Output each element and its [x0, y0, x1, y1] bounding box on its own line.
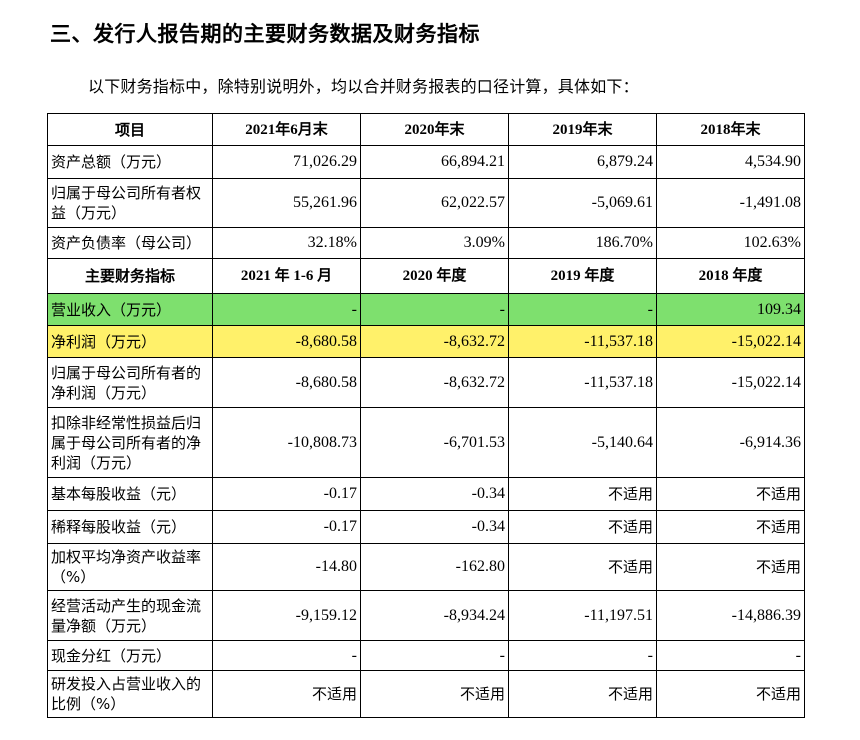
row-label: 归属于母公司所有者权益（万元）: [47, 178, 213, 228]
cell-value: -8,680.58: [212, 357, 361, 408]
table-row: 研发投入占营业收入的比例（%） 不适用 不适用 不适用 不适用: [47, 670, 805, 718]
cell-value: -: [508, 640, 657, 671]
financial-table: 项目 2021年6月末 2020年末 2019年末 2018年末 资产总额（万元…: [47, 113, 805, 718]
table-row: 资产负债率（母公司） 32.18% 3.09% 186.70% 102.63%: [47, 227, 805, 259]
cell-value: -11,537.18: [508, 357, 657, 408]
header-cell: 2019年末: [508, 113, 657, 146]
cell-value: -5,069.61: [508, 178, 657, 228]
cell-value: -15,022.14: [656, 357, 805, 408]
cell-value: 102.63%: [656, 227, 805, 259]
table-row: 现金分红（万元） - - - -: [47, 640, 805, 671]
table-row: 加权平均净资产收益率（%） -14.80 -162.80 不适用 不适用: [47, 543, 805, 591]
cell-value: 不适用: [508, 477, 657, 511]
table-row: 基本每股收益（元） -0.17 -0.34 不适用 不适用: [47, 477, 805, 511]
cell-value: 不适用: [508, 510, 657, 544]
cell-value: -5,140.64: [508, 407, 657, 478]
table-header-row: 项目 2021年6月末 2020年末 2019年末 2018年末: [47, 113, 805, 146]
cell-value: -: [360, 640, 509, 671]
header-cell: 项目: [47, 113, 213, 146]
cell-value: -: [212, 640, 361, 671]
header-cell: 2018年末: [656, 113, 805, 146]
cell-value: -: [360, 293, 509, 326]
header-cell: 2018 年度: [656, 258, 805, 294]
table-row: 扣除非经常性损益后归属于母公司所有者的净利润（万元） -10,808.73 -6…: [47, 407, 805, 478]
cell-value: 不适用: [656, 477, 805, 511]
row-label: 资产负债率（母公司）: [47, 227, 213, 259]
cell-value: 6,879.24: [508, 145, 657, 179]
cell-value: -10,808.73: [212, 407, 361, 478]
row-label: 基本每股收益（元）: [47, 477, 213, 511]
intro-text: 以下财务指标中，除特别说明外，均以合并财务报表的口径计算，具体如下：: [88, 77, 639, 96]
cell-value: -8,934.24: [360, 590, 509, 641]
table-row-highlighted: 营业收入（万元） - - - 109.34: [47, 293, 805, 326]
cell-value: -: [508, 293, 657, 326]
cell-value: 不适用: [212, 670, 361, 718]
header-cell: 2020 年度: [360, 258, 509, 294]
row-label: 现金分红（万元）: [47, 640, 213, 671]
cell-value: -6,701.53: [360, 407, 509, 478]
cell-value: -: [656, 640, 805, 671]
cell-value: -8,632.72: [360, 357, 509, 408]
row-label: 稀释每股收益（元）: [47, 510, 213, 544]
cell-value: -14.80: [212, 543, 361, 591]
cell-value: -9,159.12: [212, 590, 361, 641]
cell-value: -0.17: [212, 510, 361, 544]
section-heading: 三、发行人报告期的主要财务数据及财务指标: [50, 22, 480, 46]
header-cell: 2020年末: [360, 113, 509, 146]
cell-value: 不适用: [508, 670, 657, 718]
cell-value: -1,491.08: [656, 178, 805, 228]
row-label: 净利润（万元）: [47, 325, 213, 358]
cell-value: -0.34: [360, 510, 509, 544]
cell-value: -15,022.14: [656, 325, 805, 358]
header-cell: 主要财务指标: [47, 258, 213, 294]
cell-value: 4,534.90: [656, 145, 805, 179]
cell-value: -0.17: [212, 477, 361, 511]
cell-value: -: [212, 293, 361, 326]
table-row: 归属于母公司所有者权益（万元） 55,261.96 62,022.57 -5,0…: [47, 178, 805, 228]
row-label: 加权平均净资产收益率（%）: [47, 543, 213, 591]
table-row: 稀释每股收益（元） -0.17 -0.34 不适用 不适用: [47, 510, 805, 544]
cell-value: 不适用: [360, 670, 509, 718]
header-cell: 2019 年度: [508, 258, 657, 294]
header-cell: 2021年6月末: [212, 113, 361, 146]
table-header-row: 主要财务指标 2021 年 1-6 月 2020 年度 2019 年度 2018…: [47, 258, 805, 294]
cell-value: -162.80: [360, 543, 509, 591]
row-label: 营业收入（万元）: [47, 293, 213, 326]
table-row-highlighted: 净利润（万元） -8,680.58 -8,632.72 -11,537.18 -…: [47, 325, 805, 358]
cell-value: -8,680.58: [212, 325, 361, 358]
cell-value: -11,537.18: [508, 325, 657, 358]
cell-value: 不适用: [656, 510, 805, 544]
table-row: 资产总额（万元） 71,026.29 66,894.21 6,879.24 4,…: [47, 145, 805, 179]
cell-value: 32.18%: [212, 227, 361, 259]
cell-value: 62,022.57: [360, 178, 509, 228]
cell-value: 55,261.96: [212, 178, 361, 228]
cell-value: -6,914.36: [656, 407, 805, 478]
cell-value: 不适用: [656, 670, 805, 718]
cell-value: 不适用: [656, 543, 805, 591]
cell-value: -11,197.51: [508, 590, 657, 641]
cell-value: 66,894.21: [360, 145, 509, 179]
row-label: 归属于母公司所有者的净利润（万元）: [47, 357, 213, 408]
cell-value: 不适用: [508, 543, 657, 591]
cell-value: 71,026.29: [212, 145, 361, 179]
cell-value: -0.34: [360, 477, 509, 511]
cell-value: -14,886.39: [656, 590, 805, 641]
table-row: 经营活动产生的现金流量净额（万元） -9,159.12 -8,934.24 -1…: [47, 590, 805, 641]
cell-value: -8,632.72: [360, 325, 509, 358]
cell-value: 186.70%: [508, 227, 657, 259]
row-label: 研发投入占营业收入的比例（%）: [47, 670, 213, 718]
row-label: 资产总额（万元）: [47, 145, 213, 179]
cell-value: 109.34: [656, 293, 805, 326]
header-cell: 2021 年 1-6 月: [212, 258, 361, 294]
row-label: 扣除非经常性损益后归属于母公司所有者的净利润（万元）: [47, 407, 213, 478]
row-label: 经营活动产生的现金流量净额（万元）: [47, 590, 213, 641]
table-row: 归属于母公司所有者的净利润（万元） -8,680.58 -8,632.72 -1…: [47, 357, 805, 408]
cell-value: 3.09%: [360, 227, 509, 259]
